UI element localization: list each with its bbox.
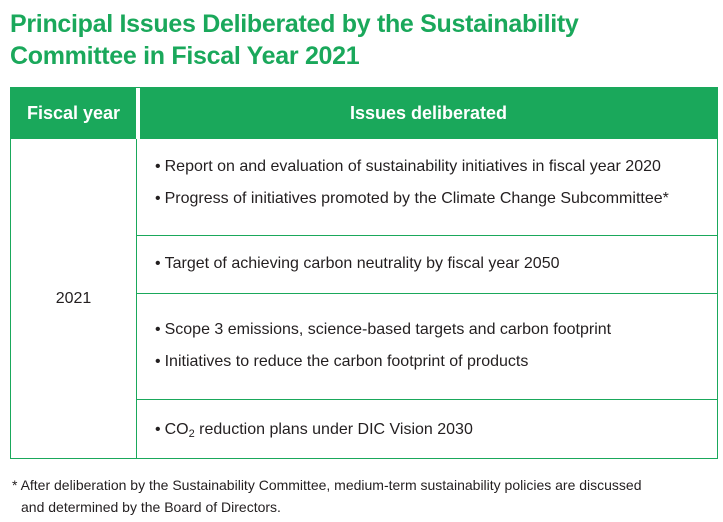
title-line-1: Principal Issues Deliberated by the Sust…: [10, 10, 579, 38]
issue-row: CO2 reduction plans under DIC Vision 203…: [137, 399, 717, 458]
issue-row: Scope 3 emissions, science-based targets…: [137, 293, 717, 399]
issue-item: Initiatives to reduce the carbon footpri…: [155, 352, 717, 372]
co2-rest: reduction plans under DIC Vision 2030: [194, 421, 473, 438]
fiscal-year-cell: 2021: [11, 139, 137, 458]
footnote: * After deliberation by the Sustainabili…: [12, 474, 712, 518]
header-fiscal-year: Fiscal year: [11, 88, 136, 139]
issue-row: Report on and evaluation of sustainabili…: [137, 139, 717, 235]
header-issues-deliberated: Issues deliberated: [140, 88, 717, 139]
issue-item: Target of achieving carbon neutrality by…: [155, 254, 717, 274]
issue-row: Target of achieving carbon neutrality by…: [137, 235, 717, 293]
fiscal-year-value: 2021: [55, 289, 92, 307]
issues-column: Report on and evaluation of sustainabili…: [137, 139, 717, 458]
co2-prefix: CO: [164, 421, 189, 438]
issue-item-co2: CO2 reduction plans under DIC Vision 203…: [155, 420, 717, 440]
issues-table: Fiscal year Issues deliberated 2021 Repo…: [10, 87, 718, 459]
co2-subscript: 2: [188, 428, 195, 440]
issue-item: Scope 3 emissions, science-based targets…: [155, 320, 717, 340]
title-line-2: Committee in Fiscal Year 2021: [10, 42, 360, 70]
footnote-line-1: * After deliberation by the Sustainabili…: [12, 477, 642, 493]
issue-item: Report on and evaluation of sustainabili…: [155, 157, 717, 177]
footnote-line-2: and determined by the Board of Directors…: [21, 499, 281, 515]
issue-item: Progress of initiatives promoted by the …: [155, 189, 717, 209]
page-title: Principal Issues Deliberated by the Sust…: [10, 8, 710, 72]
